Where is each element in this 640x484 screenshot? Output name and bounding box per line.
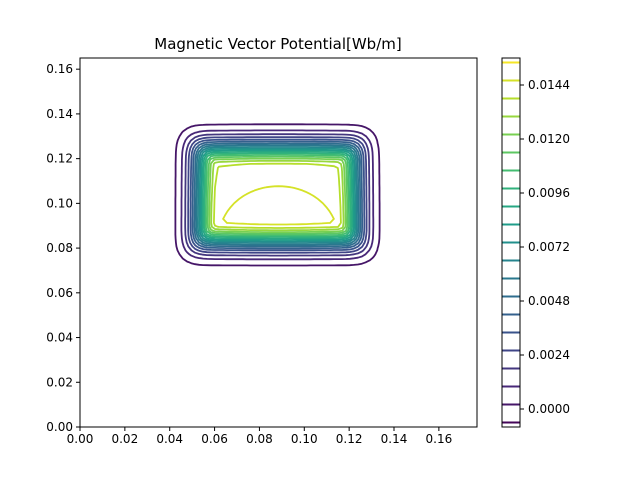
colorbar-tick-label: 0.0096 bbox=[528, 186, 570, 200]
colorbar-tick-label: 0.0000 bbox=[528, 402, 570, 416]
y-tick-label: 0.12 bbox=[46, 152, 73, 166]
x-axis: 0.00 0.02 0.04 0.06 0.08 0.10 0.12 0.14 0.16 bbox=[67, 427, 453, 446]
x-tick-label: 0.10 bbox=[291, 432, 318, 446]
contour-level-19 bbox=[222, 185, 335, 226]
contour-level-13 bbox=[203, 152, 352, 238]
y-tick-label: 0.16 bbox=[46, 62, 73, 76]
y-tick-label: 0.08 bbox=[46, 241, 73, 255]
x-tick-label: 0.06 bbox=[201, 432, 228, 446]
y-axis: 0.00 0.02 0.04 0.06 0.08 0.10 0.12 0.14 0.16 bbox=[46, 62, 80, 434]
colorbar-tick-label: 0.0120 bbox=[528, 132, 570, 146]
x-tick-label: 0.04 bbox=[156, 432, 183, 446]
x-tick-label: 0.16 bbox=[426, 432, 453, 446]
contour-level-12 bbox=[201, 150, 354, 240]
y-tick-label: 0.04 bbox=[46, 331, 73, 345]
colorbar: 0.0000 0.0024 0.0048 0.0072 0.0096 0.0120 0.01… bbox=[501, 57, 570, 428]
contour-level-4 bbox=[187, 136, 368, 254]
colorbar-frame bbox=[501, 57, 521, 428]
y-tick-label: 0.06 bbox=[46, 286, 73, 300]
contour-level-3 bbox=[184, 133, 371, 257]
colorbar-tick-label: 0.0024 bbox=[528, 348, 570, 362]
contour-level-14 bbox=[204, 154, 350, 237]
x-tick-label: 0.02 bbox=[111, 432, 138, 446]
contour-level-7 bbox=[193, 142, 362, 248]
colorbar-tick-label: 0.0048 bbox=[528, 294, 570, 308]
contour-level-15 bbox=[206, 155, 349, 235]
y-tick-label: 0.10 bbox=[46, 196, 73, 210]
chart-title: Magnetic Vector Potential[Wb/m] bbox=[154, 35, 401, 53]
contour-level-8 bbox=[195, 144, 360, 246]
x-tick-label: 0.08 bbox=[246, 432, 273, 446]
contour-level-11 bbox=[200, 149, 355, 241]
x-tick-label: 0.12 bbox=[336, 432, 363, 446]
contour-level-17 bbox=[210, 159, 345, 232]
colorbar-tick-label: 0.0072 bbox=[528, 240, 570, 254]
contour-level-9 bbox=[197, 146, 358, 244]
contour-level-6 bbox=[191, 140, 363, 250]
y-tick-label: 0.00 bbox=[46, 420, 73, 434]
contour-level-5 bbox=[189, 138, 366, 252]
contour-lines bbox=[174, 123, 381, 267]
y-tick-label: 0.02 bbox=[46, 375, 73, 389]
contour-level-16 bbox=[208, 157, 347, 233]
contour-level-2 bbox=[180, 129, 375, 261]
plot-frame bbox=[79, 57, 478, 428]
y-tick-label: 0.14 bbox=[46, 107, 73, 121]
colorbar-tick-label: 0.0144 bbox=[528, 78, 570, 92]
x-tick-label: 0.14 bbox=[381, 432, 408, 446]
contour-level-1 bbox=[174, 123, 381, 267]
contour-level-18 bbox=[213, 162, 342, 229]
x-tick-label: 0.00 bbox=[67, 432, 94, 446]
contour-level-10 bbox=[198, 147, 357, 243]
